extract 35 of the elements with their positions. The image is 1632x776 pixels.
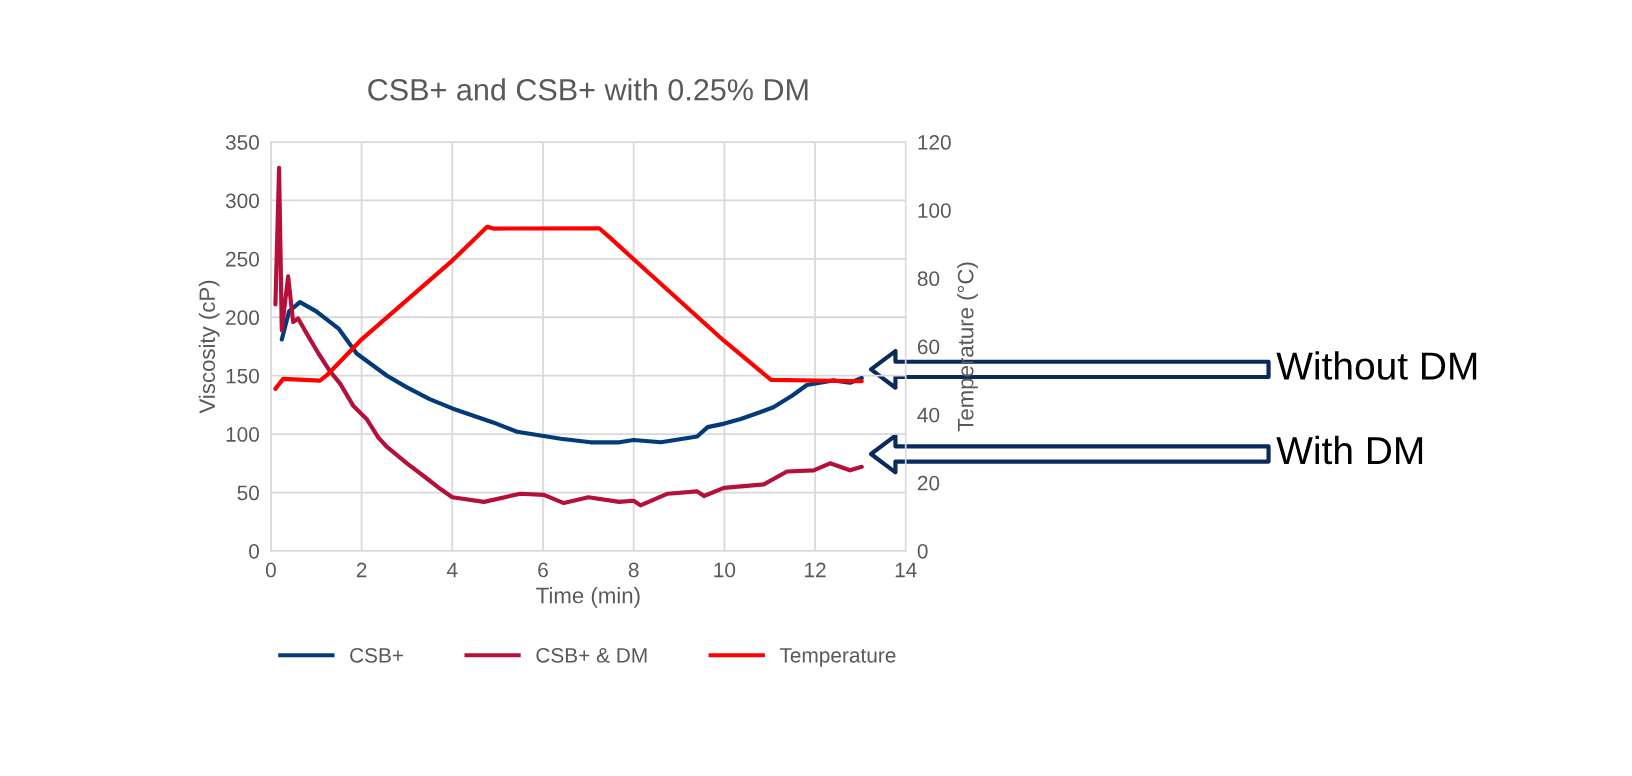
y2-tick-label: 60 xyxy=(917,339,940,355)
x-tick-label: 6 xyxy=(538,562,548,578)
x-tick-label: 12 xyxy=(805,562,826,578)
x-tick-label: 4 xyxy=(446,562,458,578)
y-tick-label: 300 xyxy=(225,193,259,209)
text: With DM xyxy=(1276,435,1423,465)
legend-label: CSB+ & DM xyxy=(536,647,647,663)
y2-tick-label: 20 xyxy=(917,475,940,491)
y2-tick-label: 0 xyxy=(917,543,928,559)
y2-tick-label: 80 xyxy=(917,271,940,287)
chart-title: CSB+ and CSB+ with 0.25% DM xyxy=(368,78,808,101)
line-series xyxy=(273,165,864,508)
y-tick-label: 0 xyxy=(249,543,259,559)
y-tick-label: 350 xyxy=(225,135,259,150)
y-axis-title: Viscosity (cP) xyxy=(198,280,220,414)
y-tick-label: 150 xyxy=(226,368,259,384)
x-tick-label: 8 xyxy=(628,562,639,578)
y-tick-label: 200 xyxy=(226,310,259,326)
y2-axis-title: Temperature (°C) xyxy=(957,262,978,432)
x-tick-label: 0 xyxy=(265,562,276,578)
y2-tick-label: 120 xyxy=(918,135,951,150)
line-series xyxy=(279,299,864,445)
legend-label: Temperature xyxy=(779,648,896,667)
line-series xyxy=(273,224,864,391)
x-tick-label: 2 xyxy=(356,562,367,578)
y-tick-label: 50 xyxy=(237,485,259,501)
y2-tick-label: 100 xyxy=(918,203,951,218)
y-tick-label: 100 xyxy=(226,427,259,442)
x-tick-label: 10 xyxy=(714,562,736,578)
y2-tick-label: 40 xyxy=(917,407,940,423)
legend-label: CSB+ xyxy=(350,647,404,663)
y-tick-label: 250 xyxy=(226,251,259,267)
x-axis-title: Time (min) xyxy=(536,587,640,608)
x-tick-label: 14 xyxy=(895,562,917,578)
text: Without DM xyxy=(1276,351,1477,380)
